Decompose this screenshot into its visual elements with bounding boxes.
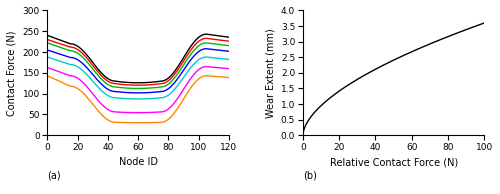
X-axis label: Relative Contact Force (N): Relative Contact Force (N): [330, 157, 458, 167]
Y-axis label: Contact Force (N): Contact Force (N): [7, 30, 17, 116]
Y-axis label: Wear Extent (mm): Wear Extent (mm): [266, 28, 276, 118]
Text: (a): (a): [48, 170, 61, 180]
Text: (b): (b): [303, 170, 316, 180]
X-axis label: Node ID: Node ID: [118, 157, 158, 167]
